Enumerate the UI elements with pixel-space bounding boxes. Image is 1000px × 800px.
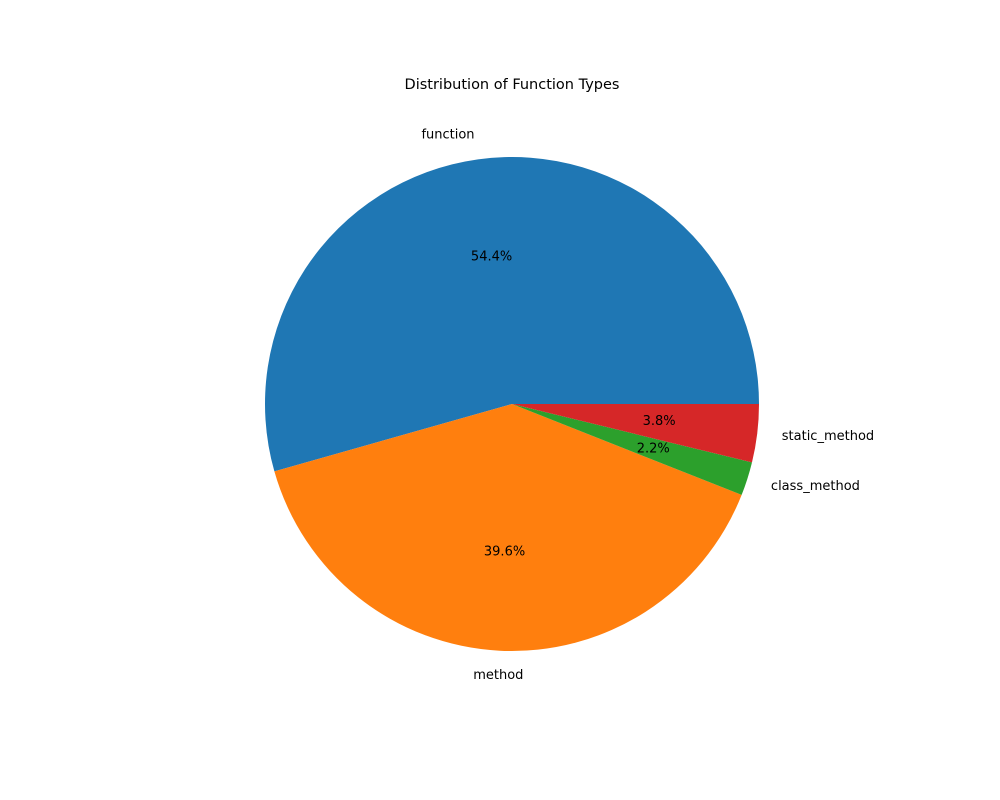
chart-title: Distribution of Function Types [405,77,620,93]
pie-slice-class-method [512,404,752,495]
slice-label-class-method: class_method [771,479,860,494]
pie-slice-function [265,157,759,472]
pie-slice-static-method [512,404,759,463]
pie-slice-method [274,404,742,651]
slice-label-function: function [421,127,474,142]
slice-percent-static-method: 3.8% [643,414,676,429]
slice-percent-function: 54.4% [471,250,512,265]
slice-percent-method: 39.6% [484,545,525,560]
slice-label-static-method: static_method [782,429,874,444]
slice-label-method: method [473,668,523,683]
pie-labels: function 54.4% method 39.6% class_method 2.2%… [421,127,874,682]
slice-percent-class-method: 2.2% [637,441,670,456]
pie-slices [265,157,759,651]
